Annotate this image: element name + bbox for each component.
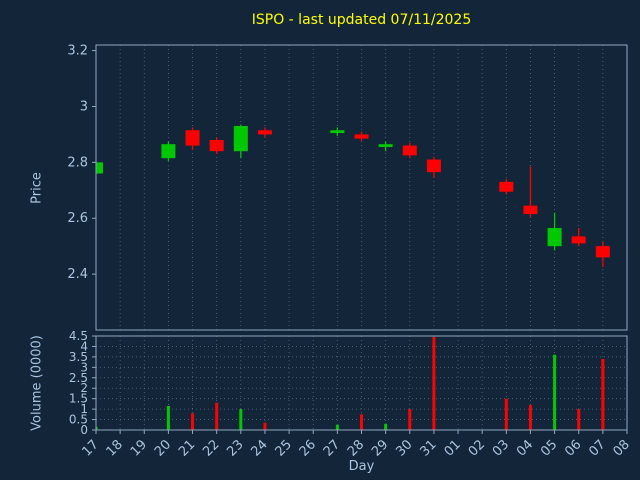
x-tick-label: 06: [562, 437, 584, 459]
volume-panel: [96, 337, 605, 430]
x-tick-label: 26: [297, 437, 319, 459]
price-tick-label: 2.4: [67, 267, 88, 282]
volume-bar: [166, 405, 170, 430]
volume-tick-label: 2.5: [69, 371, 88, 385]
x-tick-label: 23: [224, 437, 246, 459]
candle-body: [354, 134, 369, 139]
chart-title: ISPO - last updated 07/11/2025: [251, 12, 472, 28]
volume-bar: [504, 398, 508, 430]
volume-bar: [528, 404, 532, 430]
candle-body: [378, 144, 393, 147]
price-axis-label: Price: [29, 172, 45, 204]
price-tick-label: 2.8: [67, 155, 88, 170]
volume-bar: [432, 337, 436, 430]
candle-body: [547, 228, 562, 247]
candle-body: [402, 145, 417, 156]
x-tick-label: 20: [152, 437, 174, 459]
volume-tick-label: 1.5: [69, 392, 88, 406]
volume-bar: [577, 409, 581, 430]
candle-body: [96, 162, 103, 174]
x-tick-label: 30: [393, 437, 415, 459]
x-tick-label: 01: [442, 437, 464, 459]
volume-axis-label: Volume (0000): [29, 335, 45, 431]
x-tick-label: 29: [369, 437, 391, 459]
x-tick-label: 22: [200, 437, 222, 459]
volume-bar: [360, 414, 363, 430]
x-tick-label: 17: [80, 437, 102, 459]
x-tick-label: 27: [321, 437, 343, 459]
x-tick-label: 24: [248, 437, 270, 459]
volume-bar: [239, 409, 243, 430]
candle-body: [426, 159, 441, 173]
candle-body: [499, 181, 514, 192]
x-tick-label: 03: [490, 437, 512, 459]
price-axes-border: [95, 44, 628, 331]
x-tick-label: 04: [514, 437, 536, 459]
price-tick-label: 3: [80, 99, 88, 114]
volume-bar: [263, 422, 267, 430]
candle-body: [595, 246, 610, 258]
price-tick-label: 3.2: [67, 44, 88, 59]
x-tick-label: 28: [345, 437, 367, 459]
candle-body: [161, 144, 176, 159]
x-tick-label: 07: [586, 437, 608, 459]
volume-bar: [384, 423, 388, 430]
volume-bar: [601, 358, 605, 430]
volume-bar: [408, 409, 412, 430]
volume-bar: [335, 424, 339, 430]
x-tick-label: 31: [417, 437, 439, 459]
x-tick-label: 02: [466, 437, 488, 459]
day-axis-label: Day: [348, 459, 375, 474]
volume-tick-label: 1: [80, 402, 88, 416]
volume-tick-label: 3: [80, 360, 88, 374]
volume-tick-label: 3.5: [69, 350, 88, 364]
candle-body: [209, 140, 224, 152]
x-tick-label: 21: [176, 437, 198, 459]
volume-tick-label: 0: [80, 423, 88, 437]
candle-body: [233, 126, 248, 152]
price-panel: [96, 124, 610, 268]
candle-body: [257, 130, 272, 135]
x-tick-label: 19: [128, 437, 150, 459]
volume-tick-label: 4.5: [69, 329, 88, 343]
candle-body: [523, 205, 538, 215]
x-tick-label: 05: [538, 437, 560, 459]
volume-tick-label: 0.5: [69, 413, 88, 427]
volume-bar: [215, 402, 219, 430]
volume-bar: [96, 426, 98, 430]
candle-body: [571, 236, 586, 244]
volume-tick-label: 4: [80, 339, 88, 353]
x-tick-label: 08: [611, 437, 633, 459]
volume-bar: [553, 354, 557, 430]
candle-body: [330, 130, 345, 134]
volume-bar: [191, 413, 195, 430]
price-tick-label: 2.6: [67, 211, 88, 226]
volume-tick-label: 2: [80, 381, 88, 395]
x-tick-label: 25: [273, 437, 295, 459]
candle-body: [185, 130, 200, 146]
x-tick-label: 18: [104, 437, 126, 459]
